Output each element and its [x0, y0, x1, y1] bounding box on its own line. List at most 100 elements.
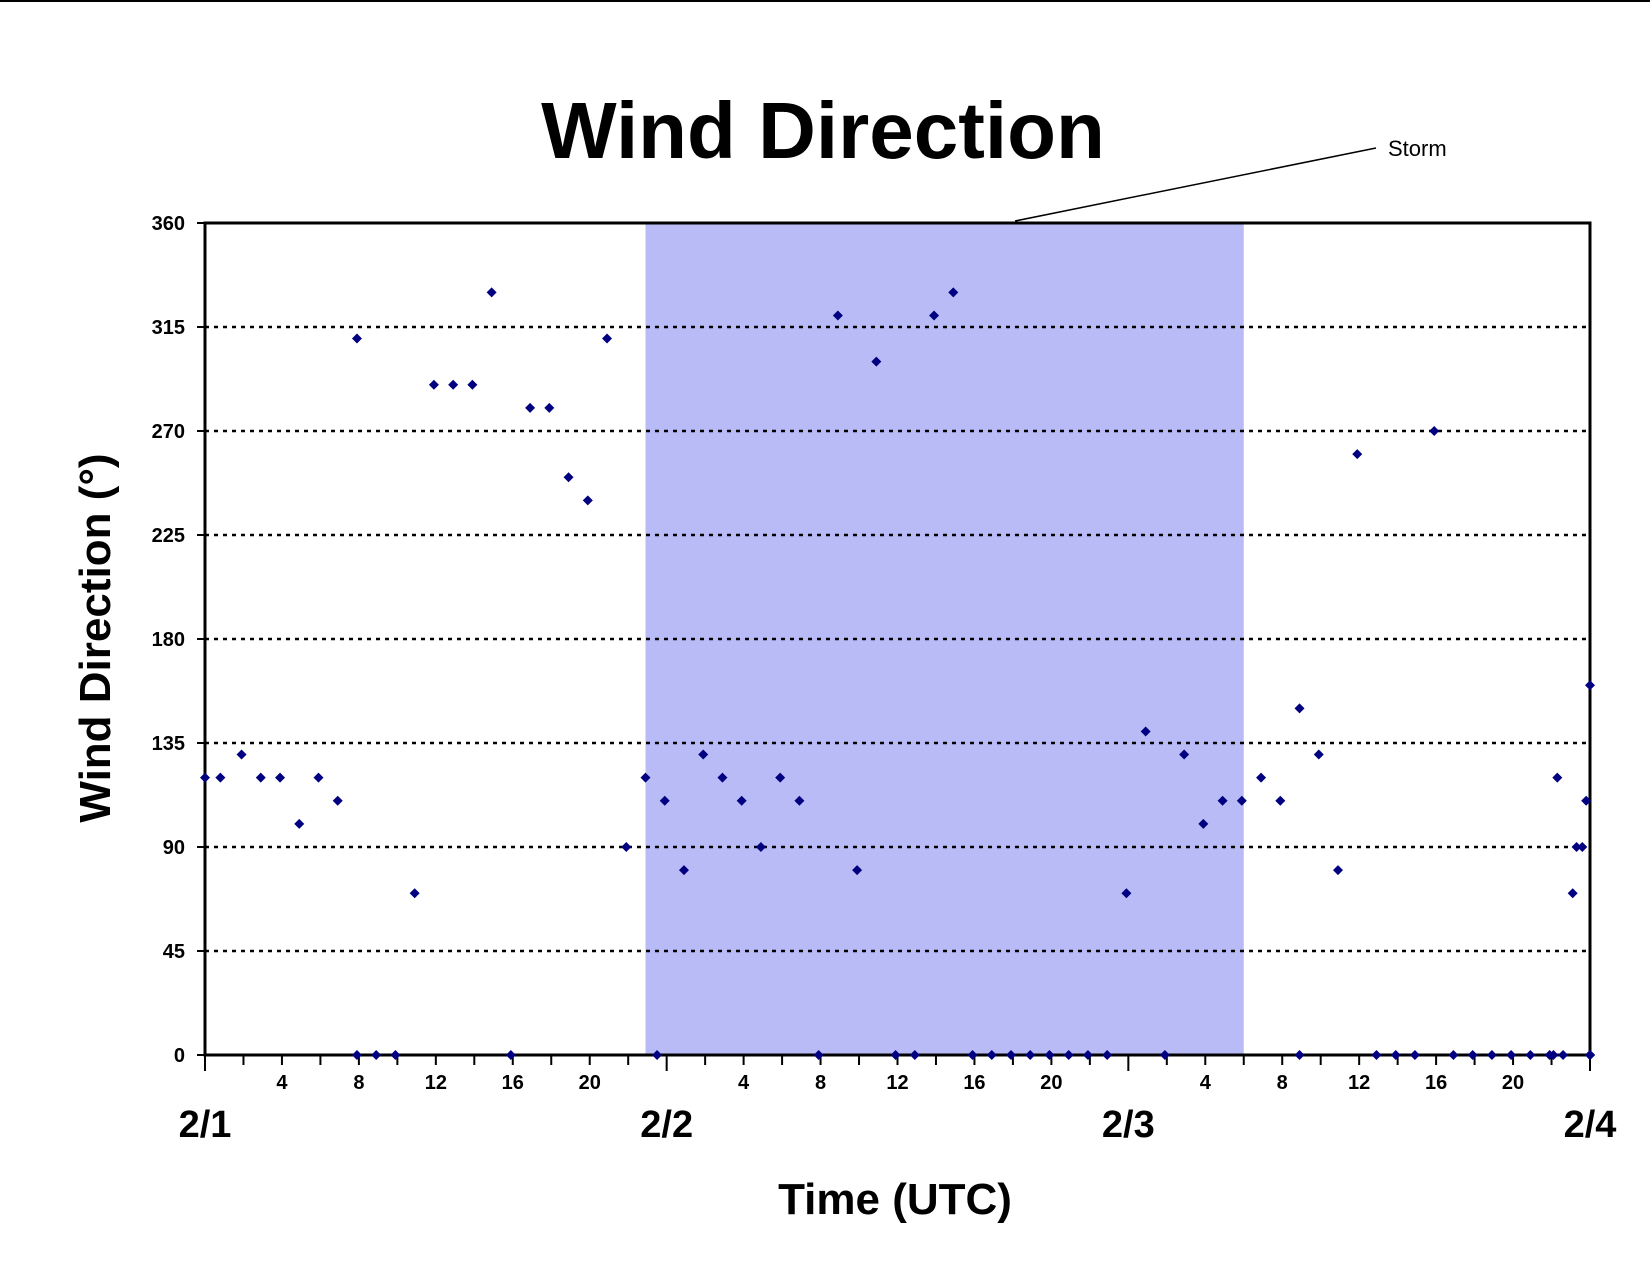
- data-point: [486, 287, 497, 298]
- data-point: [1552, 772, 1563, 783]
- data-point: [1198, 818, 1209, 829]
- y-tick-label-180: 180: [152, 629, 185, 651]
- storm-annotation-label: Storm: [1388, 136, 1447, 161]
- data-point: [1371, 1050, 1382, 1060]
- data-point: [1506, 1050, 1517, 1060]
- x-tick-label-16: 16: [502, 1072, 524, 1094]
- data-point: [200, 772, 210, 783]
- data-point: [948, 287, 959, 298]
- data-point: [1025, 1050, 1036, 1060]
- data-point: [736, 795, 747, 806]
- y-tick-label-360: 360: [152, 213, 185, 235]
- data-point: [602, 333, 613, 344]
- data-point: [1140, 726, 1151, 737]
- horizontal-gridlines: [205, 325, 1590, 953]
- data-point: [1005, 1050, 1016, 1060]
- data-point: [890, 1050, 901, 1060]
- data-point: [1581, 795, 1592, 806]
- data-point: [467, 379, 478, 390]
- storm-annotation-line: [1014, 147, 1377, 222]
- data-point: [544, 402, 555, 413]
- data-point: [832, 310, 843, 321]
- data-point: [1429, 426, 1440, 436]
- data-point: [775, 772, 786, 783]
- data-point: [582, 495, 593, 506]
- x-tick-label-44: 20: [1040, 1072, 1062, 1094]
- data-point: [871, 356, 882, 367]
- y-tick-label-315: 315: [152, 317, 185, 339]
- x-tick-label-56: 8: [1277, 1072, 1288, 1094]
- y-tick-label-90: 90: [163, 837, 185, 859]
- x-tick-label-60: 12: [1348, 1072, 1370, 1094]
- data-point: [1486, 1050, 1497, 1060]
- data-point: [1102, 1050, 1113, 1060]
- data-point: [1063, 1050, 1074, 1060]
- data-point: [1313, 749, 1324, 760]
- data-point: [525, 402, 536, 413]
- data-point: [1275, 795, 1286, 806]
- x-axis-label: Time (UTC): [778, 1175, 1012, 1224]
- data-point: [1448, 1050, 1459, 1060]
- chart-title: Wind Direction: [541, 86, 1105, 175]
- top-border-line: [0, 0, 1650, 2]
- data-point: [621, 842, 632, 852]
- x-tick-label-28: 4: [738, 1072, 750, 1094]
- data-point: [1548, 1050, 1559, 1060]
- y-tick-label-225: 225: [152, 525, 185, 547]
- data-point: [505, 1050, 516, 1060]
- y-tick-label-135: 135: [152, 733, 185, 755]
- data-point: [351, 1050, 362, 1060]
- data-point: [1585, 1050, 1595, 1060]
- data-point: [255, 772, 266, 783]
- data-point: [794, 795, 805, 806]
- x-tick-label-40: 16: [963, 1072, 985, 1094]
- data-point: [332, 795, 343, 806]
- x-tick-label-20: 20: [579, 1072, 601, 1094]
- data-point: [717, 772, 728, 783]
- data-point: [1044, 1050, 1055, 1060]
- x-tick-label-12: 12: [425, 1072, 447, 1094]
- data-point: [1352, 449, 1363, 460]
- x-tick-label-8: 8: [353, 1072, 364, 1094]
- data-point: [1121, 888, 1132, 899]
- data-point: [1217, 795, 1228, 806]
- data-point: [852, 865, 863, 876]
- y-tick-label-270: 270: [152, 421, 185, 443]
- data-point: [1525, 1050, 1536, 1060]
- x-tick-label-68: 20: [1502, 1072, 1524, 1094]
- data-point: [1082, 1050, 1093, 1060]
- data-point: [409, 888, 420, 899]
- data-point: [909, 1050, 920, 1060]
- data-point: [1585, 680, 1595, 691]
- data-point: [1409, 1050, 1420, 1060]
- x-tick-label-36: 12: [886, 1072, 908, 1094]
- date-labels: 2/1 2/2 2/3 2/4: [179, 1104, 1617, 1146]
- data-point: [294, 818, 305, 829]
- data-point: [371, 1050, 382, 1060]
- data-point: [236, 749, 247, 760]
- data-point: [640, 772, 651, 783]
- y-tick-label-45: 45: [163, 941, 185, 963]
- date-label-1: 2/1: [179, 1104, 232, 1146]
- data-point: [390, 1050, 401, 1060]
- data-point: [1390, 1050, 1401, 1060]
- data-point: [275, 772, 286, 783]
- data-point: [1256, 772, 1267, 783]
- data-point: [986, 1050, 997, 1060]
- data-point: [1558, 1050, 1569, 1060]
- data-point: [1567, 888, 1578, 899]
- data-point: [1467, 1050, 1478, 1060]
- data-point: [698, 749, 709, 760]
- data-point: [563, 472, 574, 483]
- data-point: [313, 772, 324, 783]
- data-point: [428, 379, 439, 390]
- x-tick-label-64: 16: [1425, 1072, 1447, 1094]
- x-tick-label-52: 4: [1200, 1072, 1212, 1094]
- data-point: [1179, 749, 1190, 760]
- data-point: [351, 333, 362, 344]
- data-point: [659, 795, 670, 806]
- date-label-4: 2/4: [1564, 1104, 1617, 1146]
- y-axis-label: Wind Direction (°): [71, 453, 120, 822]
- date-label-2: 2/2: [640, 1104, 693, 1146]
